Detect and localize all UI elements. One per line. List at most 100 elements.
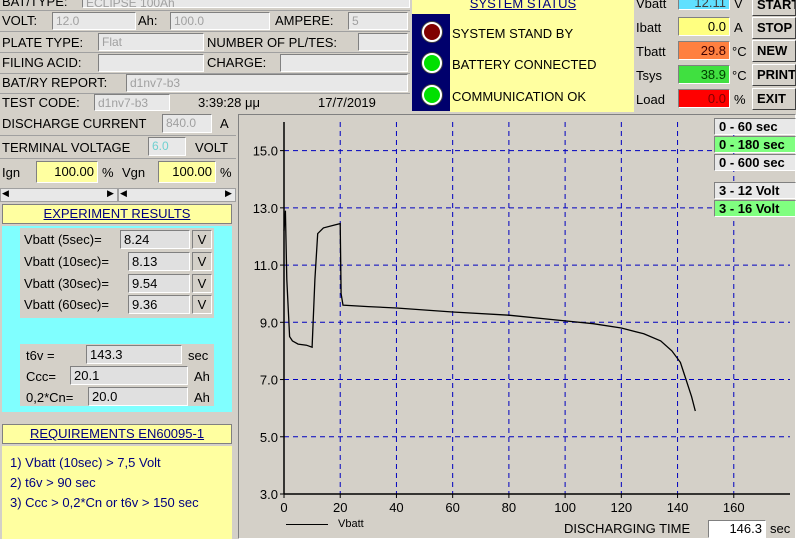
ccc-unit: Ah (194, 369, 210, 384)
exit-button[interactable]: EXIT (752, 88, 796, 110)
print-button[interactable]: PRINT (752, 64, 796, 86)
volt-label: VOLT: (2, 13, 38, 28)
result-value: 9.54 (128, 274, 190, 293)
terminal-voltage-label: TERMINAL VOLTAGE (2, 140, 131, 155)
result-unit: V (192, 252, 212, 271)
bat-type-field[interactable]: ECLIPSE 100Ah (82, 0, 410, 8)
discharging-time-unit: sec (770, 521, 791, 536)
requirement-line: 1) Vbatt (10sec) > 7,5 Volt (10, 455, 161, 470)
legend-label: Vbatt (338, 518, 364, 530)
time-range-0-180[interactable]: 0 - 180 sec (714, 136, 796, 153)
ah-label: Ah: (138, 13, 158, 28)
cn-label: 0,2*Cn= (26, 390, 74, 405)
requirements-title: REQUIREMENTS EN60095-1 (29, 426, 205, 441)
num-plates-field[interactable] (358, 33, 408, 51)
reading-tbatt-unit: °C (732, 44, 747, 59)
vgn-unit: % (220, 165, 232, 180)
ign-field[interactable]: 100.00 (36, 161, 98, 183)
result-unit: V (192, 230, 212, 249)
chart-area (238, 114, 796, 539)
ah-field[interactable]: 100.0 (170, 12, 270, 30)
test-code-label: TEST CODE: (2, 95, 80, 110)
result-value: 9.36 (128, 295, 190, 314)
reading-tbatt-label: Tbatt (636, 44, 666, 59)
reading-ibatt-value: 0.0 (678, 17, 730, 36)
terminal-voltage-field[interactable]: 6.0 (148, 137, 186, 156)
plate-type-field[interactable]: Flat (98, 33, 204, 51)
result-unit: V (192, 274, 212, 293)
clock-time: 3:39:28 μμ (198, 95, 260, 110)
scroll-left-icon[interactable]: ◀ (120, 188, 127, 198)
filing-acid-field[interactable] (98, 54, 204, 72)
scroll-right-icon[interactable]: ▶ (225, 188, 232, 198)
discharging-time-label: DISCHARGING TIME (564, 521, 691, 536)
num-plates-label: NUMBER OF PL/TES: (207, 35, 338, 50)
experiment-results-panel: Vbatt (5sec)= 8.24 V Vbatt (10sec)= 8.13… (2, 226, 232, 412)
current-date: 17/7/2019 (318, 95, 376, 110)
ign-scrollbar[interactable]: ◀ ▶ (0, 188, 118, 202)
reading-vbatt-label: Vbatt (636, 0, 667, 11)
status-communication: COMMUNICATION OK (452, 89, 587, 104)
cn-unit: Ah (194, 390, 210, 405)
volt-field[interactable]: 12.0 (52, 12, 136, 30)
scroll-left-icon[interactable]: ◀ (2, 188, 9, 198)
battery-connected-led-icon (422, 53, 442, 73)
ampere-field[interactable]: 5 (348, 12, 408, 30)
plate-type-label: PLATE TYPE: (2, 35, 84, 50)
t6v-label: t6v = (26, 348, 55, 363)
vgn-label: Vgn (122, 165, 146, 180)
reading-tsys-label: Tsys (636, 68, 662, 83)
reading-vbatt-value: 12.11 (678, 0, 730, 10)
test-code-field[interactable]: d1nv7-b3 (94, 94, 170, 111)
result-label: Vbatt (30sec)= (24, 276, 109, 291)
cn-value: 20.0 (88, 387, 188, 406)
reading-tsys-unit: °C (732, 68, 747, 83)
terminal-voltage-unit: VOLT (195, 140, 228, 155)
bat-type-label: BAT/TYPE: (2, 0, 68, 9)
charge-field[interactable] (280, 54, 408, 72)
requirement-line: 3) Ccc > 0,2*Cn or t6v > 150 sec (10, 495, 199, 510)
volt-range-3-16[interactable]: 3 - 16 Volt (714, 200, 796, 217)
result-value: 8.13 (128, 252, 190, 271)
start-button[interactable]: START (752, 0, 796, 16)
experiment-results-title-bar: EXPERIMENT RESULTS (2, 204, 232, 224)
volt-range-3-12[interactable]: 3 - 12 Volt (714, 182, 796, 199)
reading-tsys-value: 38.9 (678, 65, 730, 84)
vgn-scrollbar[interactable]: ◀ ▶ (118, 188, 236, 202)
discharge-panel: DISCHARGE CURRENT 840.0 A TERMINAL VOLTA… (0, 112, 236, 204)
reading-load-unit: % (734, 92, 746, 107)
stop-button[interactable]: STOP (752, 17, 796, 39)
filing-acid-label: FILING ACID: (2, 55, 82, 70)
status-battery-connected: BATTERY CONNECTED (452, 57, 597, 72)
reading-tbatt-value: 29.8 (678, 41, 730, 60)
result-label: Vbatt (5sec)= (24, 232, 102, 247)
experiment-results-title: EXPERIMENT RESULTS (43, 206, 191, 221)
time-range-0-60[interactable]: 0 - 60 sec (714, 118, 796, 135)
battery-form: BAT/TYPE: ECLIPSE 100Ah VOLT: 12.0 Ah: 1… (0, 0, 410, 112)
system-status-title: SYSTEM STATUS (469, 0, 577, 11)
t6v-unit: sec (188, 348, 209, 363)
reading-vbatt-unit: V (734, 0, 743, 11)
vgn-field[interactable]: 100.00 (158, 161, 216, 183)
reading-load-label: Load (636, 92, 665, 107)
reading-load-value: 0.0 (678, 89, 730, 108)
result-unit: V (192, 295, 212, 314)
discharging-time-value: 146.3 (708, 520, 766, 538)
new-button[interactable]: NEW (752, 40, 796, 62)
requirements-panel: 1) Vbatt (10sec) > 7,5 Volt 2) t6v > 90 … (2, 446, 232, 539)
result-label: Vbatt (10sec)= (24, 254, 109, 269)
requirements-title-bar: REQUIREMENTS EN60095-1 (2, 424, 232, 444)
ign-label: Ign (2, 165, 21, 180)
legend-line-icon (286, 524, 328, 525)
discharge-current-label: DISCHARGE CURRENT (2, 116, 147, 131)
t6v-value: 143.3 (86, 345, 182, 364)
discharge-current-field[interactable]: 840.0 (162, 114, 212, 133)
scroll-right-icon[interactable]: ▶ (107, 188, 114, 198)
ccc-label: Ccc= (26, 369, 56, 384)
communication-led-icon (422, 85, 442, 105)
status-standby: SYSTEM STAND BY (452, 26, 574, 41)
time-range-0-600[interactable]: 0 - 600 sec (714, 154, 796, 171)
discharge-current-unit: A (220, 116, 229, 131)
report-field[interactable]: d1nv7-b3 (126, 74, 408, 92)
ampere-label: AMPERE: (275, 13, 334, 28)
